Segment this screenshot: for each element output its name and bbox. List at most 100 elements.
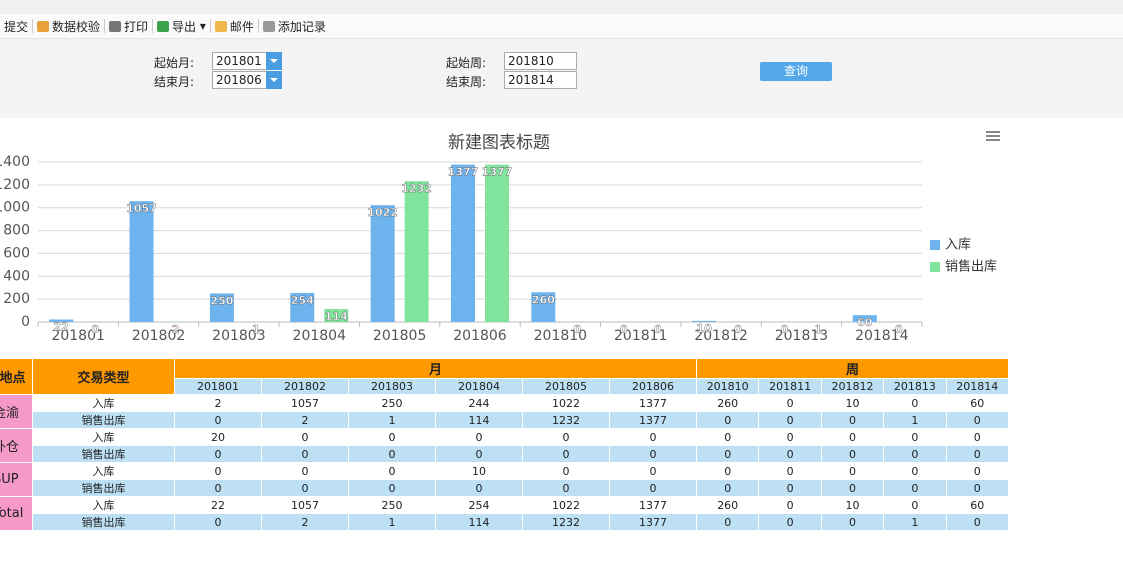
- bar: [692, 320, 717, 322]
- column-header: 201813: [883, 378, 947, 395]
- x-tick-label: 201802: [132, 328, 185, 344]
- bookmarks-bar: [0, 0, 1123, 15]
- type-cell: 入库: [32, 462, 175, 480]
- value-cell: 0: [820, 411, 885, 429]
- value-cell: 250: [348, 394, 436, 412]
- value-cell: 0: [883, 479, 947, 497]
- table-row: 外仓入库200000000000: [0, 428, 1009, 463]
- x-tick-label: 201812: [694, 328, 747, 344]
- toolbar: 提交 数据校验 打印 导出 ▾ 邮件 添加记录: [0, 14, 1123, 39]
- chart-title: 新建图表标题: [448, 133, 550, 153]
- field-label: 结束周:: [446, 75, 487, 89]
- end-month-select[interactable]: 201806: [212, 71, 269, 89]
- value-cell: 10: [820, 394, 885, 412]
- value-cell: 0: [174, 513, 262, 531]
- value-cell: 0: [758, 479, 822, 497]
- query-button[interactable]: 查询: [760, 62, 832, 81]
- value-cell: 0: [758, 428, 822, 446]
- type-cell: 销售出库: [32, 445, 175, 463]
- field-label: 起始月:: [154, 56, 195, 70]
- value-cell: 254: [435, 496, 523, 514]
- value-cell: 0: [174, 445, 262, 463]
- value-cell: 0: [695, 462, 760, 480]
- data-label: 1377: [448, 166, 479, 179]
- value-cell: 0: [609, 462, 697, 480]
- value-cell: 0: [174, 479, 262, 497]
- x-tick-label: 201801: [51, 328, 104, 344]
- bar: [451, 164, 475, 322]
- value-cell: 0: [758, 496, 822, 514]
- value-cell: 0: [695, 479, 760, 497]
- month-header: 月: [174, 358, 697, 379]
- print-button[interactable]: 打印: [105, 19, 154, 34]
- value-cell: 0: [945, 445, 1009, 463]
- menu-icon[interactable]: [986, 131, 1000, 141]
- value-cell: 0: [883, 445, 947, 463]
- chart: 新建图表标题 020040060080010001200140020180122…: [0, 131, 1000, 344]
- legend-swatch: [930, 262, 940, 272]
- table-row: 金渝入库2105725024410221377260010060: [0, 394, 1009, 429]
- data-label: 0: [654, 323, 662, 336]
- data-label: 1: [815, 323, 823, 336]
- table-row: 销售出库 0 2 1 114 1232 1377 0 0 0 1 0: [0, 411, 1009, 429]
- value-cell: 0: [820, 513, 885, 531]
- value-cell: 0: [348, 479, 436, 497]
- table-row: Total入库22105725025410221377260010060: [0, 496, 1009, 531]
- label: 导出: [172, 19, 197, 34]
- label: 数据校验: [52, 19, 101, 34]
- start-month-select[interactable]: 201801: [212, 52, 269, 70]
- data-label: 10: [696, 322, 712, 335]
- value-cell: 1: [883, 513, 947, 531]
- value-cell: 0: [945, 513, 1009, 531]
- data-label: 22: [54, 320, 69, 333]
- value-cell: 1: [348, 513, 436, 531]
- value-cell: 2: [174, 394, 262, 412]
- validate-button[interactable]: 数据校验: [33, 19, 106, 34]
- value-cell: 0: [348, 445, 436, 463]
- dropdown-arrow[interactable]: [266, 71, 282, 89]
- dropdown-arrow[interactable]: [266, 52, 282, 70]
- value-cell: 0: [609, 479, 697, 497]
- end-week-input[interactable]: 201814: [504, 71, 577, 89]
- value-cell: 0: [758, 513, 822, 531]
- value-cell: 0: [261, 445, 349, 463]
- value-cell: 0: [758, 411, 822, 429]
- add-record-button[interactable]: 添加记录: [259, 19, 330, 34]
- week-header: 周: [696, 358, 1009, 379]
- value-cell: 0: [820, 479, 885, 497]
- data-label: 250: [210, 294, 233, 307]
- x-tick-label: 201810: [534, 328, 587, 344]
- location-cell: 金渝: [0, 394, 33, 429]
- column-header: 201814: [945, 378, 1009, 395]
- bar: [404, 181, 429, 322]
- y-tick-label: 400: [3, 268, 30, 284]
- table-row: 地点 交易类型月周: [0, 358, 1009, 395]
- bar: [324, 308, 349, 322]
- data-label: 1232: [401, 182, 432, 195]
- data-label: 260: [532, 293, 555, 306]
- type-cell: 入库: [32, 496, 175, 514]
- start-week-input[interactable]: 201810: [504, 52, 577, 70]
- type-cell: 入库: [32, 428, 175, 446]
- value-cell: 0: [348, 428, 436, 446]
- column-header: 201801: [174, 378, 262, 395]
- bar: [531, 292, 556, 322]
- submit-button[interactable]: 提交: [0, 19, 34, 34]
- table-row: 销售出库 0 2 1 114 1232 1377 0 0 0 1 0: [0, 513, 1009, 531]
- export-button[interactable]: 导出 ▾: [153, 19, 211, 34]
- value-cell: 0: [435, 428, 523, 446]
- value-cell: 260: [695, 394, 760, 412]
- data-table: 地点 交易类型月周 201801 201802 201803 201804 201805 20…: [0, 358, 1009, 531]
- value-cell: 0: [945, 462, 1009, 480]
- value-cell: 0: [348, 462, 436, 480]
- column-header: 201806: [609, 378, 697, 395]
- data-label: 60: [857, 316, 873, 329]
- table-row: 销售出库 0 0 0 0 0 0 0 0 0 0 0: [0, 445, 1009, 463]
- mail-button[interactable]: 邮件: [211, 19, 259, 34]
- value-cell: 0: [695, 445, 760, 463]
- data-label: 1: [252, 323, 260, 336]
- data-label: 0: [620, 323, 628, 336]
- data-label: 0: [574, 323, 582, 336]
- value-cell: 1232: [522, 513, 610, 531]
